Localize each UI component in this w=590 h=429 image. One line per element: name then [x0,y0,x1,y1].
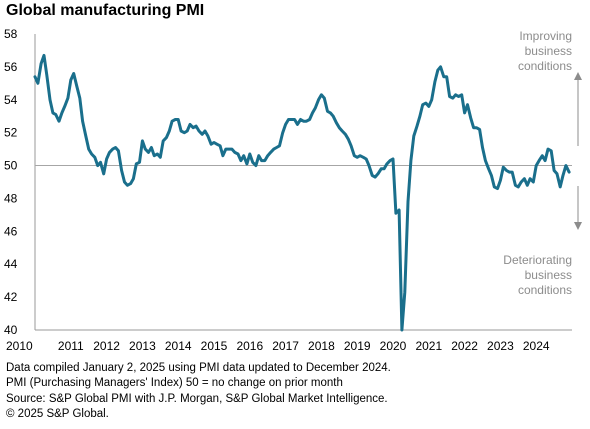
x-tick-label: 2016 [236,339,263,353]
y-tick-label: 58 [4,27,18,41]
x-tick-label: 2022 [451,339,478,353]
x-tick-label: 2017 [272,339,299,353]
y-tick-label: 42 [4,290,18,304]
footnote-copyright: © 2025 S&P Global. [6,407,109,420]
annotation-improving-text: business [525,44,572,58]
pmi-series-line [33,53,571,332]
x-tick-label: 2021 [415,339,442,353]
y-tick-label: 40 [4,323,18,337]
footnotes: Data compiled January 2, 2025 using PMI … [6,361,391,422]
x-tick-label: 2023 [487,339,514,353]
annotation-improving-text: conditions [518,59,572,73]
y-tick-labels: 40 42 44 46 48 50 52 54 56 58 [4,27,18,337]
x-tick-labels: 2010 2011 2012 2013 2014 2015 2016 2017 2018 2019… [6,339,550,353]
footnote-pmi-definition: PMI (Purchasing Managers' Index) 50 = no… [6,377,343,390]
annotation-deteriorating-text: conditions [518,283,572,297]
series-group [33,53,571,332]
y-tick-label: 44 [4,257,18,271]
x-tick-label: 2014 [165,339,192,353]
y-tick-label: 48 [4,191,18,205]
x-tick-label: 2019 [344,339,371,353]
x-tick-label: 2011 [58,339,84,353]
x-tick-label: 2010 [6,339,33,353]
annotation-deteriorating-text: business [525,268,572,282]
chart-title: Global manufacturing PMI [6,2,205,19]
y-tick-label: 54 [4,93,18,107]
x-tick-label: 2020 [380,339,407,353]
x-tick-label: 2018 [308,339,335,353]
footnote-source: Source: S&P Global PMI with J.P. Morgan,… [6,392,388,405]
x-tick-label: 2024 [523,339,550,353]
annotations: ImprovingbusinessconditionsDeteriorating… [503,29,582,297]
y-tick-label: 50 [4,159,18,173]
y-tick-label: 52 [4,126,18,140]
x-tick-label: 2013 [129,339,156,353]
annotation-improving-text: Improving [519,29,572,43]
arrow-up-head [574,72,582,80]
arrow-down-head [574,222,582,230]
axes [34,34,572,331]
x-tick-label: 2015 [201,339,228,353]
y-tick-label: 46 [4,224,18,238]
annotation-deteriorating-text: Deteriorating [503,253,572,267]
footnote-compiled: Data compiled January 2, 2025 using PMI … [6,362,391,374]
y-tick-label: 56 [4,60,18,74]
x-tick-label: 2012 [93,339,120,353]
